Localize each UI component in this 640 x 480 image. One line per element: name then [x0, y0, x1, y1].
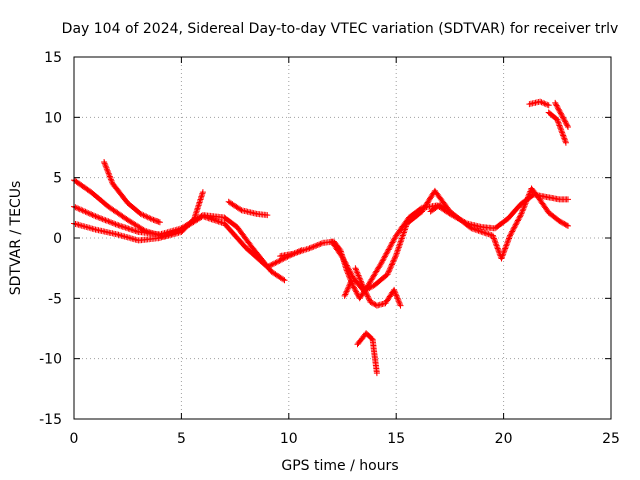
- x-tick-label: 20: [495, 431, 513, 447]
- series-track-h: [352, 265, 404, 309]
- data-marker-track: [341, 278, 355, 299]
- data-marker-track: [545, 109, 569, 146]
- data-marker-track: [526, 98, 552, 109]
- series-track-n: [552, 99, 571, 130]
- data-marker-track: [101, 159, 163, 226]
- y-tick-label: 10: [44, 110, 62, 126]
- series-track-l: [526, 98, 552, 109]
- x-tick-label: 0: [70, 431, 79, 447]
- series-track-d: [101, 159, 163, 226]
- y-tick-label: 0: [53, 231, 62, 247]
- data-points: [71, 98, 571, 377]
- series-track-m: [545, 109, 569, 146]
- y-tick-label: -5: [48, 291, 62, 307]
- data-marker-track: [354, 330, 380, 377]
- data-marker-track: [328, 185, 571, 295]
- series-track-i: [341, 278, 355, 299]
- x-tick-label: 15: [387, 431, 405, 447]
- data-marker-track: [427, 202, 449, 215]
- y-tick-label: -10: [39, 352, 62, 368]
- y-tick-label: 5: [53, 171, 62, 187]
- x-tick-label: 5: [177, 431, 186, 447]
- chart-title: Day 104 of 2024, Sidereal Day-to-day VTE…: [62, 21, 619, 37]
- axis-ticks: 0 5 10 15 20 25 -15 -10 -5 0 5 10 15: [39, 50, 620, 447]
- x-tick-label: 10: [280, 431, 298, 447]
- series-track-e: [225, 198, 271, 219]
- data-marker-track: [225, 198, 271, 219]
- series-track-j: [354, 330, 380, 377]
- series-track-k: [427, 202, 449, 215]
- x-tick-label: 25: [602, 431, 620, 447]
- y-tick-label: 15: [44, 50, 62, 66]
- data-marker-track: [552, 99, 571, 130]
- data-marker-track: [352, 265, 404, 309]
- y-tick-label: -15: [39, 412, 62, 428]
- series-track-g: [328, 185, 571, 295]
- y-axis-label: SDTVAR / TECUs: [8, 181, 24, 296]
- x-axis-label: GPS time / hours: [281, 458, 398, 474]
